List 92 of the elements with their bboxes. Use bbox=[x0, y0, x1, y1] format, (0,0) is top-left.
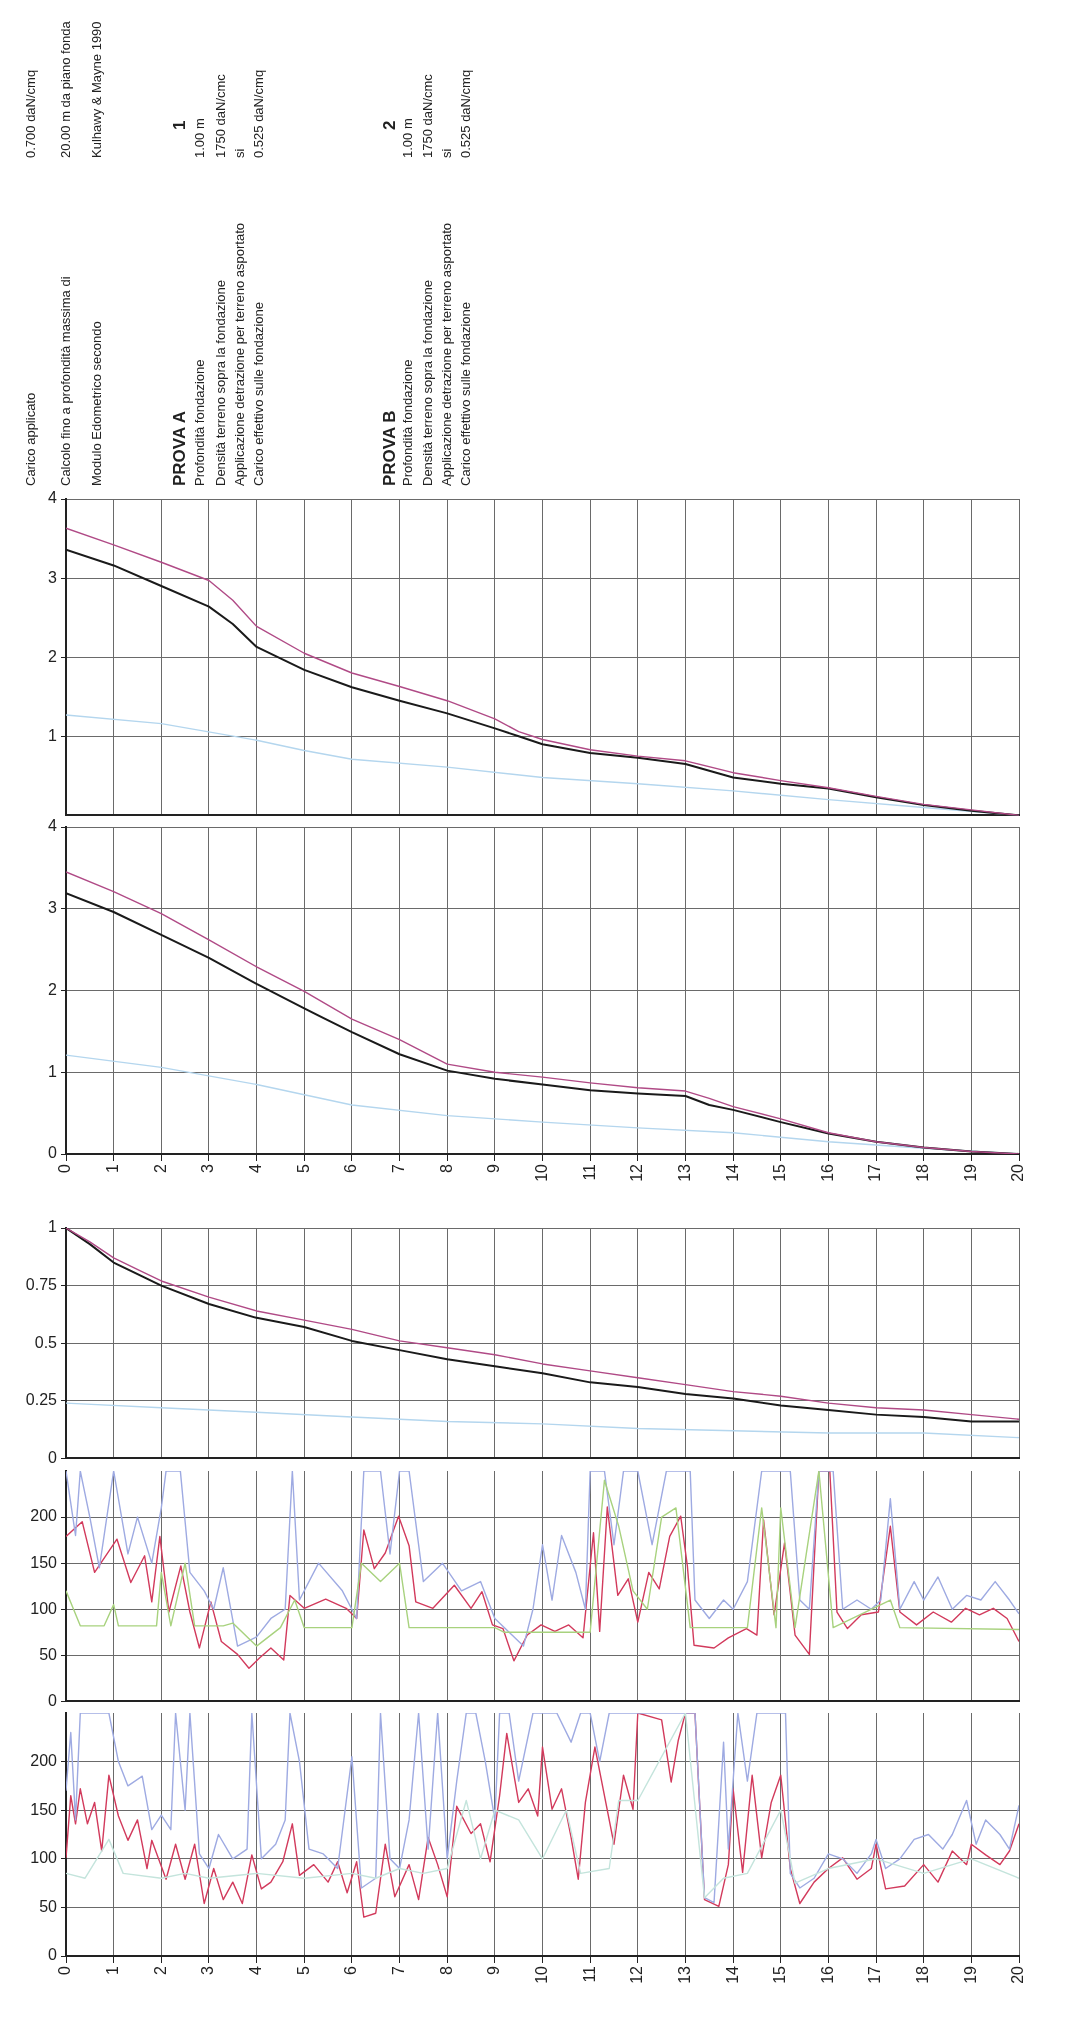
x-tick-label: 12 bbox=[628, 1163, 646, 1182]
x-tick-label: 0 bbox=[56, 1965, 74, 1975]
y-tick-label: 50 bbox=[39, 1645, 58, 1663]
text: PROVA B bbox=[379, 410, 400, 486]
x-tick-label: 7 bbox=[389, 1965, 407, 1975]
x-tick-label: 9 bbox=[485, 1163, 503, 1173]
x-tick-label: 7 bbox=[389, 1163, 407, 1173]
y-tick-label: 100 bbox=[30, 1849, 58, 1867]
text: 0.700 daN/cmq bbox=[23, 69, 39, 158]
y-tick-label: 150 bbox=[30, 1553, 58, 1571]
text: 0.525 daN/cmq bbox=[458, 69, 474, 158]
x-tick-label: 8 bbox=[437, 1163, 455, 1173]
y-tick-label: 0 bbox=[48, 1946, 58, 1964]
x-tick-label: 0 bbox=[56, 1163, 74, 1173]
x-tick-label: 11 bbox=[580, 1965, 598, 1983]
text: 1750 daN/cmc bbox=[420, 74, 436, 158]
x-tick-label: 20 bbox=[1009, 1163, 1027, 1182]
text: 1 bbox=[169, 120, 190, 130]
text: Densità terreno sopra la fondazione bbox=[213, 280, 229, 486]
x-tick-label: 18 bbox=[914, 1965, 932, 1984]
x-tick-label: 1 bbox=[104, 1965, 122, 1975]
text: Calcolo fino a profondità massima di bbox=[58, 276, 74, 486]
y-tick-label: 50 bbox=[39, 1897, 58, 1915]
y-tick-label: 1 bbox=[48, 726, 58, 744]
x-tick-label: 11 bbox=[580, 1163, 598, 1181]
y-tick-label: 0.5 bbox=[34, 1333, 58, 1351]
x-tick-label: 1 bbox=[104, 1163, 122, 1173]
y-tick-label: 0 bbox=[48, 1144, 58, 1162]
x-tick-label: 10 bbox=[532, 1163, 550, 1182]
x-tick-label: 2 bbox=[151, 1163, 169, 1173]
text: PROVA A bbox=[169, 411, 190, 486]
text: Densità terreno sopra la fondazione bbox=[420, 280, 436, 486]
text: si bbox=[232, 148, 248, 158]
y-tick-label: 1 bbox=[48, 1062, 58, 1080]
x-tick-label: 10 bbox=[532, 1965, 550, 1984]
y-tick-label: 2 bbox=[48, 647, 58, 665]
text: Applicazione detrazione per terreno asportato bbox=[232, 222, 248, 486]
text: 20.00 m da piano fonda bbox=[58, 21, 74, 158]
x-tick-label: 20 bbox=[1009, 1965, 1027, 1984]
x-tick-label: 14 bbox=[723, 1965, 741, 1984]
x-tick-label: 3 bbox=[199, 1163, 217, 1173]
text: Modulo Edometrico secondo bbox=[89, 321, 105, 486]
text: Carico applicato bbox=[23, 392, 39, 486]
y-tick-label: 2 bbox=[48, 980, 58, 998]
x-tick-label: 4 bbox=[247, 1965, 265, 1975]
text: Profondità fondazione bbox=[192, 359, 208, 486]
x-tick-label: 9 bbox=[485, 1965, 503, 1975]
x-tick-label: 6 bbox=[342, 1163, 360, 1173]
x-tick-label: 16 bbox=[818, 1965, 836, 1984]
x-tick-label: 14 bbox=[723, 1163, 741, 1182]
y-tick-label: 200 bbox=[30, 1752, 58, 1770]
x-tick-label: 19 bbox=[961, 1163, 979, 1182]
y-tick-label: 4 bbox=[48, 489, 58, 507]
x-tick-label: 8 bbox=[437, 1965, 455, 1975]
x-tick-label: 3 bbox=[199, 1965, 217, 1975]
x-tick-label: 13 bbox=[675, 1965, 693, 1984]
x-tick-label: 15 bbox=[771, 1163, 789, 1182]
x-tick-label: 17 bbox=[866, 1965, 884, 1984]
y-tick-label: 100 bbox=[30, 1599, 58, 1617]
y-tick-label: 0 bbox=[48, 1448, 58, 1466]
text: Profondità fondazione bbox=[400, 359, 416, 486]
text: Kulhawy & Mayne 1990 bbox=[89, 21, 105, 158]
x-tick-label: 16 bbox=[818, 1163, 836, 1182]
text: Carico effettivo sulle fondazione bbox=[251, 301, 267, 486]
text: 1.00 m bbox=[400, 118, 416, 158]
y-tick-label: 0.25 bbox=[25, 1391, 58, 1409]
x-tick-label: 18 bbox=[914, 1163, 932, 1182]
x-tick-label: 12 bbox=[628, 1965, 646, 1984]
x-tick-label: 2 bbox=[151, 1965, 169, 1975]
y-tick-label: 3 bbox=[48, 899, 58, 917]
y-tick-label: 0.75 bbox=[25, 1276, 58, 1294]
x-tick-label: 15 bbox=[771, 1965, 789, 1984]
text: 1.00 m bbox=[192, 118, 208, 158]
y-tick-label: 0 bbox=[48, 1691, 58, 1709]
y-tick-label: 150 bbox=[30, 1800, 58, 1818]
x-tick-label: 5 bbox=[294, 1163, 312, 1173]
text: Carico effettivo sulle fondazione bbox=[458, 301, 474, 486]
text: 0.525 daN/cmq bbox=[251, 69, 267, 158]
x-tick-label: 17 bbox=[866, 1163, 884, 1182]
y-tick-label: 4 bbox=[48, 817, 58, 835]
text: Applicazione detrazione per terreno asportato bbox=[439, 222, 455, 486]
text: si bbox=[439, 148, 455, 158]
y-tick-label: 1 bbox=[48, 1218, 58, 1236]
x-tick-label: 6 bbox=[342, 1965, 360, 1975]
text: 1750 daN/cmc bbox=[213, 74, 229, 158]
x-tick-label: 19 bbox=[961, 1965, 979, 1984]
y-tick-label: 3 bbox=[48, 568, 58, 586]
text: 2 bbox=[379, 120, 400, 130]
x-tick-label: 13 bbox=[675, 1163, 693, 1182]
x-tick-label: 5 bbox=[294, 1965, 312, 1975]
x-tick-label: 4 bbox=[247, 1163, 265, 1173]
y-tick-label: 200 bbox=[30, 1507, 58, 1525]
